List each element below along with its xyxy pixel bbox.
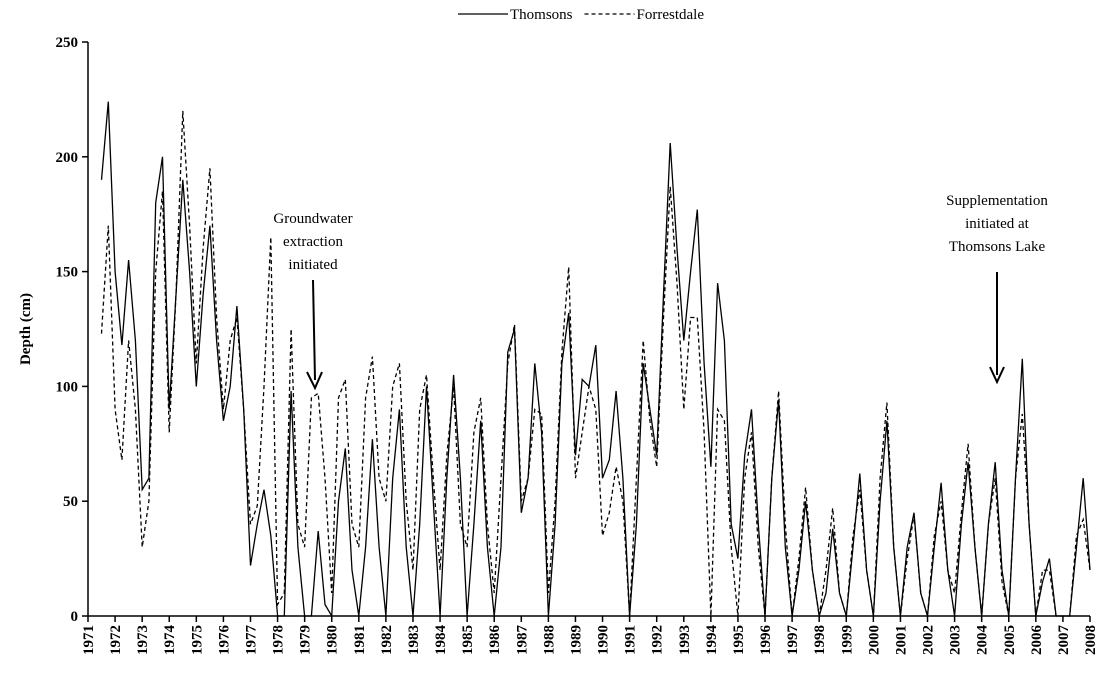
x-tick-label: 1993 [677, 625, 693, 655]
x-tick-label: 1987 [514, 625, 530, 656]
x-tick-label: 1992 [650, 625, 666, 655]
x-tick-label: 1977 [243, 625, 259, 656]
annotation-arrowhead [989, 366, 1005, 385]
x-tick-label: 1980 [325, 625, 341, 655]
annotation-text: Groundwater [273, 211, 352, 227]
x-tick-label: 1973 [135, 625, 151, 655]
x-tick-label: 1983 [406, 625, 422, 655]
y-tick-label: 0 [71, 609, 79, 625]
series-line [100, 110, 1091, 617]
x-tick-label: 1995 [731, 625, 747, 655]
x-tick-label: 1989 [568, 625, 584, 655]
annotation-arrow [312, 279, 316, 381]
x-tick-label: 2005 [1002, 625, 1018, 655]
annotation-text: initiated at [965, 216, 1030, 232]
x-tick-label: 1979 [298, 625, 314, 655]
y-tick-label: 50 [63, 494, 78, 510]
x-tick-label: 2006 [1029, 625, 1045, 656]
x-tick-label: 1985 [460, 625, 476, 655]
x-tick-label: 2001 [893, 625, 909, 655]
x-tick-label: 1997 [785, 625, 801, 656]
y-tick-label: 250 [56, 35, 79, 51]
legend-label: Forrestdale [637, 7, 705, 23]
legend: Thomsons Forrestdale [458, 7, 704, 23]
x-tick-label: 1988 [541, 625, 557, 655]
x-tick-label: 1981 [352, 625, 368, 655]
y-tick-label: 150 [56, 265, 79, 281]
x-tick-label: 1978 [271, 625, 287, 655]
y-axis-label: Depth (cm) [18, 293, 34, 365]
legend-label: Thomsons [510, 7, 573, 23]
annotation-text: Supplementation [946, 193, 1048, 209]
x-tick-label: 1972 [108, 625, 124, 655]
x-tick-label: 1975 [189, 625, 205, 655]
x-tick-label: 1974 [162, 625, 178, 656]
x-tick-label: 1999 [839, 625, 855, 655]
y-tick-label: 200 [56, 150, 79, 166]
x-tick-label: 2008 [1083, 625, 1099, 655]
x-tick-label: 2002 [921, 625, 937, 655]
x-tick-label: 2003 [948, 625, 964, 655]
x-tick-label: 1991 [623, 625, 639, 655]
annotation-text: Thomsons Lake [949, 239, 1046, 255]
x-tick-label: 1976 [216, 625, 232, 656]
x-tick-label: 1990 [596, 625, 612, 655]
x-tick-label: 2007 [1056, 625, 1072, 656]
x-tick-label: 1971 [81, 625, 97, 655]
series-line [100, 101, 1091, 619]
x-tick-label: 2004 [975, 625, 991, 656]
x-tick-label: 1986 [487, 625, 503, 656]
x-tick-label: 1984 [433, 625, 449, 656]
x-tick-label: 2000 [866, 625, 882, 655]
x-tick-label: 1994 [704, 625, 720, 656]
x-tick-label: 1996 [758, 625, 774, 656]
x-tick-label: 1998 [812, 625, 828, 655]
y-tick-label: 100 [56, 379, 79, 395]
annotation-text: extraction [283, 234, 343, 250]
x-tick-label: 1982 [379, 625, 395, 655]
annotation-arrowhead [306, 371, 323, 391]
annotations: Groundwater extraction initiated Supplement… [273, 193, 1048, 391]
annotation-text: initiated [288, 257, 338, 273]
